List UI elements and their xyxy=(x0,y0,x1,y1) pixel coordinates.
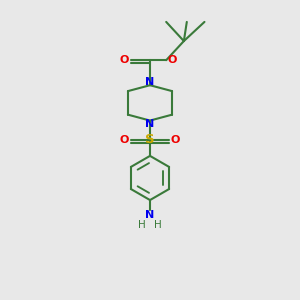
Text: H: H xyxy=(154,220,162,230)
Text: N: N xyxy=(146,119,154,129)
Text: S: S xyxy=(145,133,155,146)
Text: O: O xyxy=(120,135,129,145)
Text: O: O xyxy=(168,55,177,65)
Text: O: O xyxy=(171,135,180,145)
Text: O: O xyxy=(120,55,129,65)
Text: H: H xyxy=(138,220,146,230)
Text: N: N xyxy=(146,210,154,220)
Text: N: N xyxy=(146,77,154,87)
